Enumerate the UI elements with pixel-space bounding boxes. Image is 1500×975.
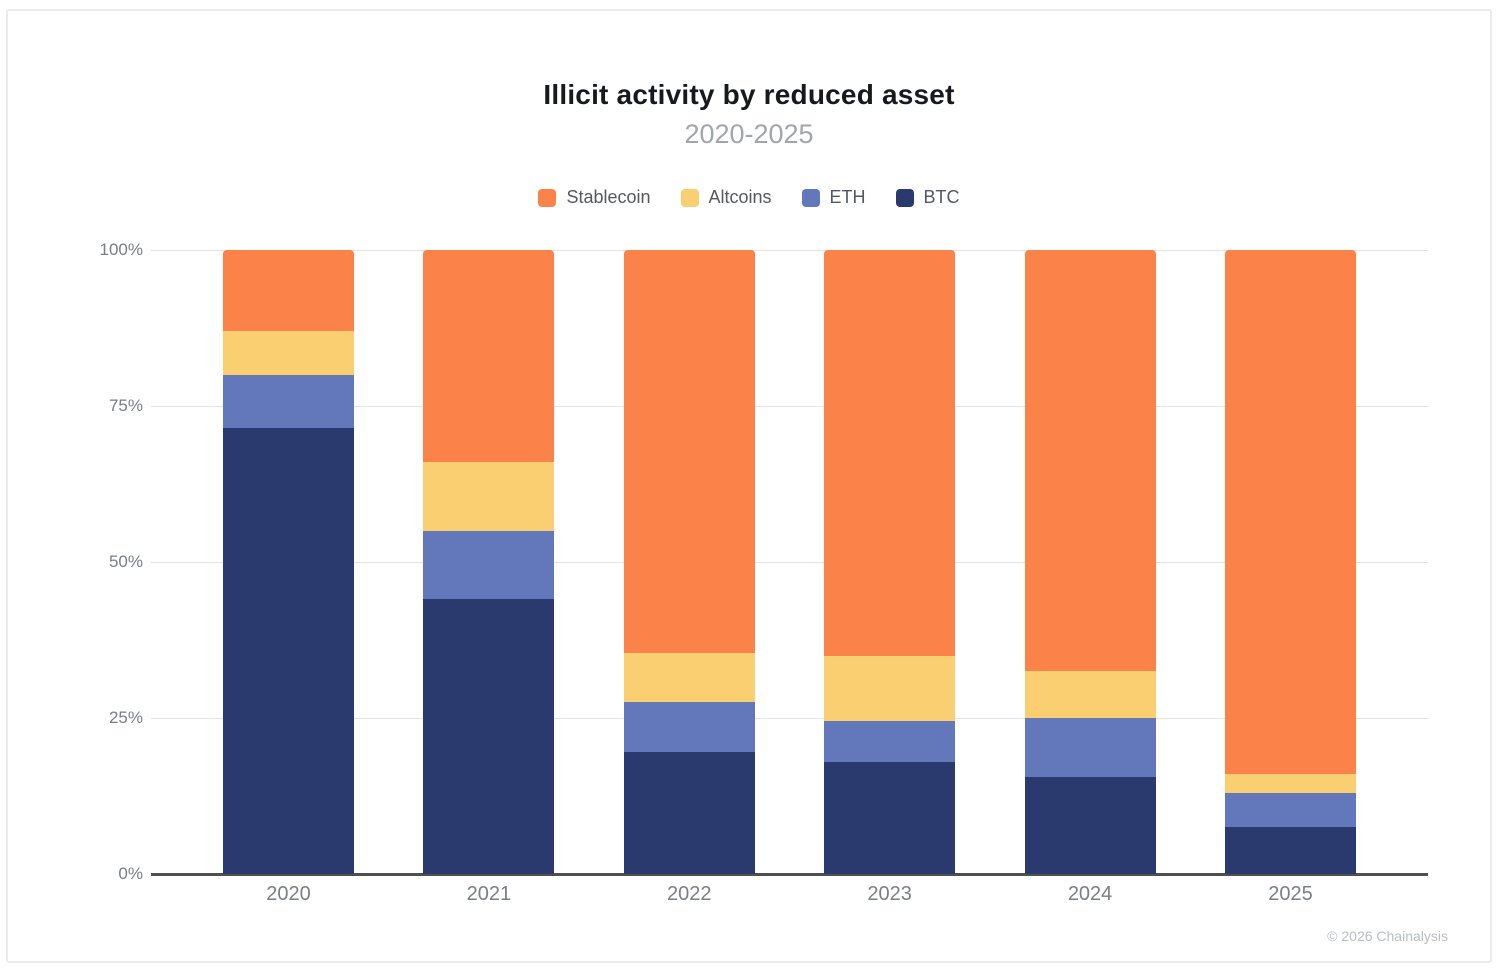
altcoins-swatch-icon (680, 188, 699, 207)
legend-label: ETH (829, 187, 866, 207)
x-tick-label: 2020 (266, 883, 311, 905)
legend-item-stablecoin: Stablecoin (538, 187, 651, 208)
bar-segment-eth-2024 (1024, 718, 1156, 778)
plot-area: 100% 75% 50% 25% 0% (100, 240, 1428, 883)
bar-segment-eth-2020 (223, 374, 354, 428)
y-tick-label: 0% (118, 864, 143, 883)
stacked-bar-2025 (1224, 250, 1356, 874)
stacked-bar-2022 (623, 250, 755, 874)
gridline-75 (151, 406, 1428, 407)
bar-segment-btc-2024 (1024, 777, 1156, 874)
y-tick-label: 100% (99, 240, 143, 259)
y-tick-label: 25% (108, 708, 143, 727)
chart-subtitle: 2020-2025 (684, 119, 814, 149)
legend-item-altcoins: Altcoins (680, 187, 772, 208)
bars-container (151, 250, 1428, 874)
bar-segment-altcoins-2025 (1224, 774, 1356, 793)
legend-item-btc: BTC (895, 187, 960, 208)
chart-title: Illicit activity by reduced asset (543, 79, 955, 110)
bar-segment-altcoins-2021 (423, 462, 555, 531)
legend-label: Stablecoin (566, 187, 651, 207)
btc-swatch-icon (895, 188, 914, 207)
bar-segment-eth-2022 (623, 702, 755, 753)
bar-segment-btc-2020 (223, 427, 354, 874)
bar-segment-altcoins-2022 (623, 652, 755, 703)
x-axis-line (151, 873, 1428, 876)
x-tick-label: 2024 (1067, 883, 1113, 905)
bar-segment-altcoins-2024 (1024, 671, 1156, 719)
legend-label: BTC (923, 187, 960, 207)
bar-segment-eth-2021 (423, 530, 555, 600)
bar-segment-stablecoin-2022 (623, 250, 755, 653)
bar-segment-altcoins-2023 (824, 655, 956, 722)
x-tick-label: 2022 (667, 883, 712, 905)
bar-segment-eth-2025 (1224, 792, 1356, 828)
x-tick-label: 2023 (867, 883, 912, 905)
bar-segment-stablecoin-2023 (824, 250, 956, 656)
bar-segment-btc-2022 (623, 752, 755, 874)
bar-segment-stablecoin-2020 (223, 250, 354, 332)
y-tick-label: 50% (108, 552, 143, 571)
x-tick-label: 2021 (466, 883, 512, 905)
copyright-text: © 2026 Chainalysis (1327, 928, 1448, 944)
bar-segment-stablecoin-2021 (423, 250, 555, 463)
stacked-bar-2020 (223, 250, 354, 874)
legend: Stablecoin Altcoins ETH BTC (8, 187, 1490, 208)
gridline-100 (151, 250, 1428, 251)
stablecoin-swatch-icon (538, 188, 557, 207)
legend-item-eth: ETH (801, 187, 866, 208)
bar-segment-stablecoin-2024 (1024, 250, 1156, 672)
bar-segment-stablecoin-2025 (1224, 250, 1356, 775)
stacked-bar-2024 (1024, 250, 1156, 874)
gridline-25 (151, 718, 1428, 719)
x-tick-label: 2025 (1268, 883, 1313, 905)
bar-segment-altcoins-2020 (223, 331, 354, 375)
bar-segment-btc-2023 (824, 761, 956, 874)
bar-segment-eth-2023 (824, 721, 956, 762)
stacked-bar-2021 (423, 250, 555, 874)
x-axis-labels: 2020 2021 2022 2023 2024 2025 (151, 883, 1428, 906)
chart-card: Illicit activity by reduced asset 2020-2… (6, 9, 1492, 963)
bar-segment-btc-2021 (423, 599, 555, 874)
stacked-bar-2023 (824, 250, 956, 874)
gridline-50 (151, 562, 1428, 563)
y-tick-label: 75% (108, 396, 143, 415)
legend-label: Altcoins (708, 187, 772, 207)
eth-swatch-icon (801, 188, 820, 207)
bar-segment-btc-2025 (1224, 827, 1356, 874)
